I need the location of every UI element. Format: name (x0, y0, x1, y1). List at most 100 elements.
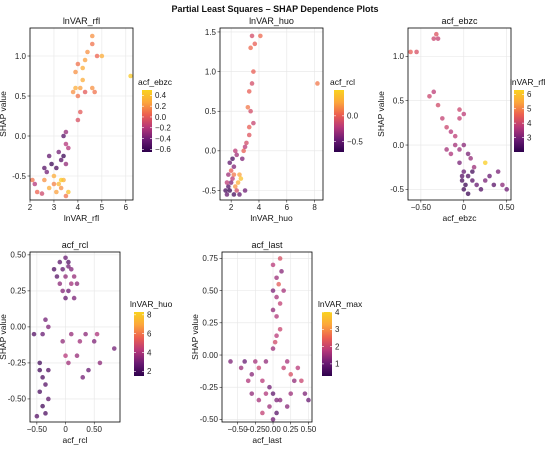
scatter-point (63, 129, 69, 135)
x-axis-label: acf_rcl (62, 435, 87, 445)
scatter-point (234, 152, 240, 158)
y-tick-label: 1.5 (205, 28, 217, 37)
colorbar-gradient (334, 90, 344, 152)
y-tick-label: 0.5 (15, 92, 27, 101)
scatter-point (68, 331, 74, 337)
scatter-point (249, 391, 255, 396)
x-tick-label: −0.50 (411, 203, 432, 212)
scatter-point (235, 180, 241, 185)
y-tick-label: 0.25 (10, 287, 26, 296)
panel-frame (219, 27, 324, 201)
scatter-point (233, 184, 238, 189)
colorbar-gradient (142, 90, 152, 152)
scatter-point (66, 264, 71, 269)
scatter-point (237, 172, 242, 177)
scatter-point (94, 331, 100, 337)
y-axis-label: SHAP value (376, 91, 386, 137)
scatter-point (284, 359, 290, 364)
scatter-point (277, 256, 283, 261)
panel-2: −0.50 0 0.50 -0.5 0.0 0.5 1.0 acf_ebzc acf_ebzc S… (376, 16, 545, 223)
panel-frame (29, 251, 121, 423)
x-tick-label: 5 (100, 203, 105, 212)
scatter-point (457, 160, 462, 166)
x-tick-label: 0.50 (86, 425, 102, 434)
colorbar-gradient (514, 90, 524, 152)
scatter-point (94, 53, 100, 59)
scatter-point (57, 259, 63, 265)
y-tick-label: -0.25 (200, 383, 219, 392)
scatter-point (85, 49, 90, 55)
scatter-point (66, 288, 71, 294)
panel-title: lnVAR_rfl (63, 16, 100, 26)
scatter-point (471, 164, 477, 170)
panel-title: acf_ebzc (441, 16, 478, 26)
scatter-point (54, 274, 60, 279)
scatter-point (60, 266, 65, 272)
colorbar-tick-label: 4 (147, 348, 152, 357)
scatter-point (78, 85, 83, 91)
x-axis-label: lnVAR_rfl (64, 213, 99, 223)
y-tick-label: 0.00 (202, 351, 218, 360)
y-tick-label: 0.50 (10, 251, 26, 260)
scatter-point (233, 148, 238, 154)
colorbar-tick-label: 4 (335, 308, 340, 317)
scatter-point (258, 33, 263, 39)
scatter-point (274, 333, 279, 339)
scatter-point (452, 133, 458, 139)
scatter-point (238, 176, 244, 181)
scatter-point (252, 41, 258, 47)
scatter-point (270, 417, 276, 422)
scatter-point (63, 255, 68, 261)
scatter-point (82, 89, 88, 95)
scatter-point (431, 89, 437, 95)
panel-3: −0.50 0 0.50-0.50-0.250.000.250.50acf_rcla… (0, 240, 173, 445)
scatter-point (279, 269, 284, 274)
scatter-point (74, 281, 80, 286)
scatter-point (277, 326, 283, 332)
scatter-point (500, 182, 505, 188)
scatter-point (302, 391, 308, 396)
scatter-point (238, 365, 244, 371)
colorbar-title: acf_rcl (330, 77, 355, 87)
scatter-point (242, 359, 247, 364)
scatter-point (274, 397, 279, 403)
scatter-point (260, 378, 265, 384)
scatter-point (246, 132, 252, 138)
scatter-point (58, 177, 64, 183)
scatter-point (89, 41, 95, 47)
colorbar: lnVAR_rfl 6 5 4 3 (510, 77, 545, 152)
scatter-point (267, 404, 272, 409)
scatter-point (272, 339, 278, 345)
y-tick-label: -0.25 (8, 359, 27, 368)
scatter-point (267, 384, 272, 390)
scatter-point (461, 169, 467, 174)
scatter-point (461, 142, 467, 148)
scatter-point (37, 360, 43, 366)
y-tick-label: 0.0 (15, 132, 27, 141)
scatter-point (63, 193, 69, 199)
scatter-point (58, 157, 64, 163)
y-tick-label: 0.25 (202, 319, 218, 328)
scatter-point (73, 69, 78, 75)
scatter-point (66, 360, 71, 366)
scatter-point (66, 259, 71, 265)
scatter-point (256, 397, 262, 403)
x-axis-label: acf_ebzc (442, 213, 477, 223)
scatter-point (435, 36, 441, 41)
colorbar-title: acf_ebzc (138, 77, 173, 87)
x-tick-label: 0.25 (283, 425, 299, 434)
scatter-point (37, 367, 43, 373)
x-tick-label: 4 (76, 203, 81, 212)
y-tick-label: 0.5 (393, 97, 405, 106)
scatter-point (32, 181, 38, 187)
scatter-point (277, 397, 283, 403)
scatter-point (448, 129, 454, 135)
y-tick-label: 0.0 (205, 147, 217, 156)
scatter-point (274, 410, 279, 416)
scatter-point (470, 169, 475, 174)
scatter-point (270, 391, 276, 396)
scatter-point (228, 359, 233, 364)
panel-frame (407, 27, 512, 201)
